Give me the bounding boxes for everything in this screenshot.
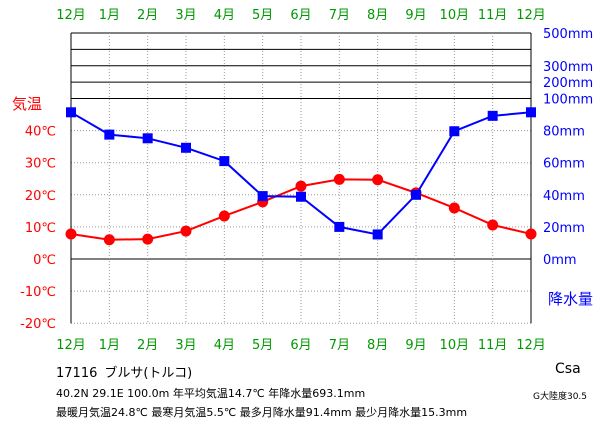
- top-month-labels: 12月 1月 2月 3月 4月 5月 6月 7月 8月 9月 10月 11月 12月: [56, 8, 546, 23]
- precipitation-point: [104, 129, 115, 140]
- precipitation-point: [411, 189, 421, 200]
- temperature-point: [448, 202, 460, 214]
- month-label-bottom: 9月: [405, 338, 426, 353]
- coldest-month-temp: 最寒月気温5.5℃: [151, 406, 237, 419]
- month-label-top: 12月: [56, 8, 86, 23]
- month-label-bottom: 12月: [56, 338, 86, 353]
- month-label-bottom: 12月: [516, 338, 546, 353]
- station-summary-line: 40.2N 29.1E 100.0m 年平均気温14.7℃ 年降水量693.1m…: [56, 385, 365, 401]
- month-label-bottom: 7月: [329, 338, 350, 353]
- temperature-point: [372, 174, 384, 186]
- month-label-top: 8月: [367, 8, 388, 23]
- right-tick-label: 0mm: [543, 253, 577, 268]
- right-tick-label: 100mm: [543, 93, 593, 108]
- warmest-month-temp: 最暖月気温24.8℃: [56, 406, 148, 419]
- min-month-precip: 最少月降水量15.3mm: [355, 406, 468, 419]
- month-label-top: 6月: [290, 8, 311, 23]
- annual-mean-temp: 年平均気温14.7℃: [172, 387, 265, 400]
- temperature-point: [218, 210, 230, 222]
- climate-chart: 12月 1月 2月 3月 4月 5月 6月 7月 8月 9月 10月 11月 12月 12月 1月 2月 3月…: [12, 8, 593, 353]
- koppen-class: Csa: [555, 361, 581, 377]
- precipitation-point: [219, 156, 230, 167]
- month-label-bottom: 3月: [175, 338, 196, 353]
- month-label-bottom: 10月: [440, 338, 470, 353]
- bottom-month-labels: 12月 1月 2月 3月 4月 5月 6月 7月 8月 9月 10月 11月 12月: [56, 338, 546, 353]
- precipitation-point: [257, 191, 268, 202]
- precipitation-point: [526, 107, 536, 118]
- temperature-point: [525, 228, 537, 240]
- right-tick-label: 40mm: [543, 189, 585, 204]
- month-label-top: 11月: [478, 8, 508, 23]
- month-label-top: 3月: [175, 8, 196, 23]
- right-tick-label: 200mm: [543, 76, 593, 91]
- right-tick-label: 300mm: [543, 60, 593, 75]
- precipitation-point: [181, 142, 191, 153]
- station-id: 17116: [56, 366, 98, 381]
- right-tick-label: 60mm: [543, 157, 585, 172]
- left-tick-label: 40℃: [25, 125, 56, 140]
- left-tick-label: 30℃: [25, 157, 56, 172]
- left-tick-label: 20℃: [25, 189, 56, 204]
- month-label-top: 9月: [405, 8, 426, 23]
- month-label-bottom: 1月: [99, 338, 120, 353]
- month-label-top: 10月: [440, 8, 470, 23]
- month-label-top: 2月: [137, 8, 158, 23]
- month-label-bottom: 8月: [367, 338, 388, 353]
- temperature-point: [333, 173, 345, 185]
- series-layer: [65, 107, 537, 246]
- month-label-bottom: 11月: [478, 338, 508, 353]
- temperature-point: [180, 225, 192, 237]
- temperature-point: [295, 180, 307, 192]
- temperature-axis-title: 気温: [12, 95, 42, 113]
- right-tick-label: 20mm: [543, 221, 585, 236]
- left-tick-label: -10℃: [20, 285, 56, 300]
- temperature-point: [487, 219, 499, 231]
- left-tick-label: 0℃: [33, 253, 56, 268]
- month-label-top: 1月: [99, 8, 120, 23]
- temperature-point: [65, 228, 77, 240]
- chart-grid: [70, 32, 532, 324]
- precipitation-point: [372, 229, 383, 240]
- max-month-precip: 最多月降水量91.4mm: [239, 406, 352, 419]
- left-tick-label: 10℃: [25, 221, 56, 236]
- precipitation-point: [296, 191, 306, 202]
- precipitation-axis-title: 降水量: [548, 290, 593, 308]
- precipitation-point: [66, 107, 76, 118]
- precipitation-point: [487, 110, 498, 121]
- month-label-top: 4月: [214, 8, 235, 23]
- precipitation-point: [449, 126, 460, 137]
- month-label-bottom: 6月: [290, 338, 311, 353]
- continentality-index: G大陸度30.5: [533, 392, 588, 402]
- left-axis-ticks: 40℃ 30℃ 20℃ 10℃ 0℃ -10℃ -20℃: [20, 125, 56, 333]
- station-header: 17116 ブルサ(トルコ): [56, 362, 192, 381]
- temperature-point: [103, 234, 115, 246]
- precipitation-point: [142, 133, 153, 144]
- month-label-top: 12月: [516, 8, 546, 23]
- right-tick-label: 500mm: [543, 27, 593, 42]
- month-label-top: 5月: [252, 8, 273, 23]
- month-label-bottom: 2月: [137, 338, 158, 353]
- left-tick-label: -20℃: [20, 317, 56, 332]
- station-name: ブルサ(トルコ): [104, 366, 193, 381]
- station-coords: 40.2N 29.1E 100.0m: [56, 387, 170, 400]
- precipitation-point: [334, 221, 345, 232]
- month-label-bottom: 5月: [252, 338, 273, 353]
- station-extremes-line: 最暖月気温24.8℃ 最寒月気温5.5℃ 最多月降水量91.4mm 最少月降水量…: [56, 404, 467, 420]
- temperature-point: [142, 233, 154, 245]
- annual-precip: 年降水量693.1mm: [268, 387, 366, 400]
- month-label-bottom: 4月: [214, 338, 235, 353]
- month-label-top: 7月: [329, 8, 350, 23]
- right-tick-label: 80mm: [543, 125, 585, 140]
